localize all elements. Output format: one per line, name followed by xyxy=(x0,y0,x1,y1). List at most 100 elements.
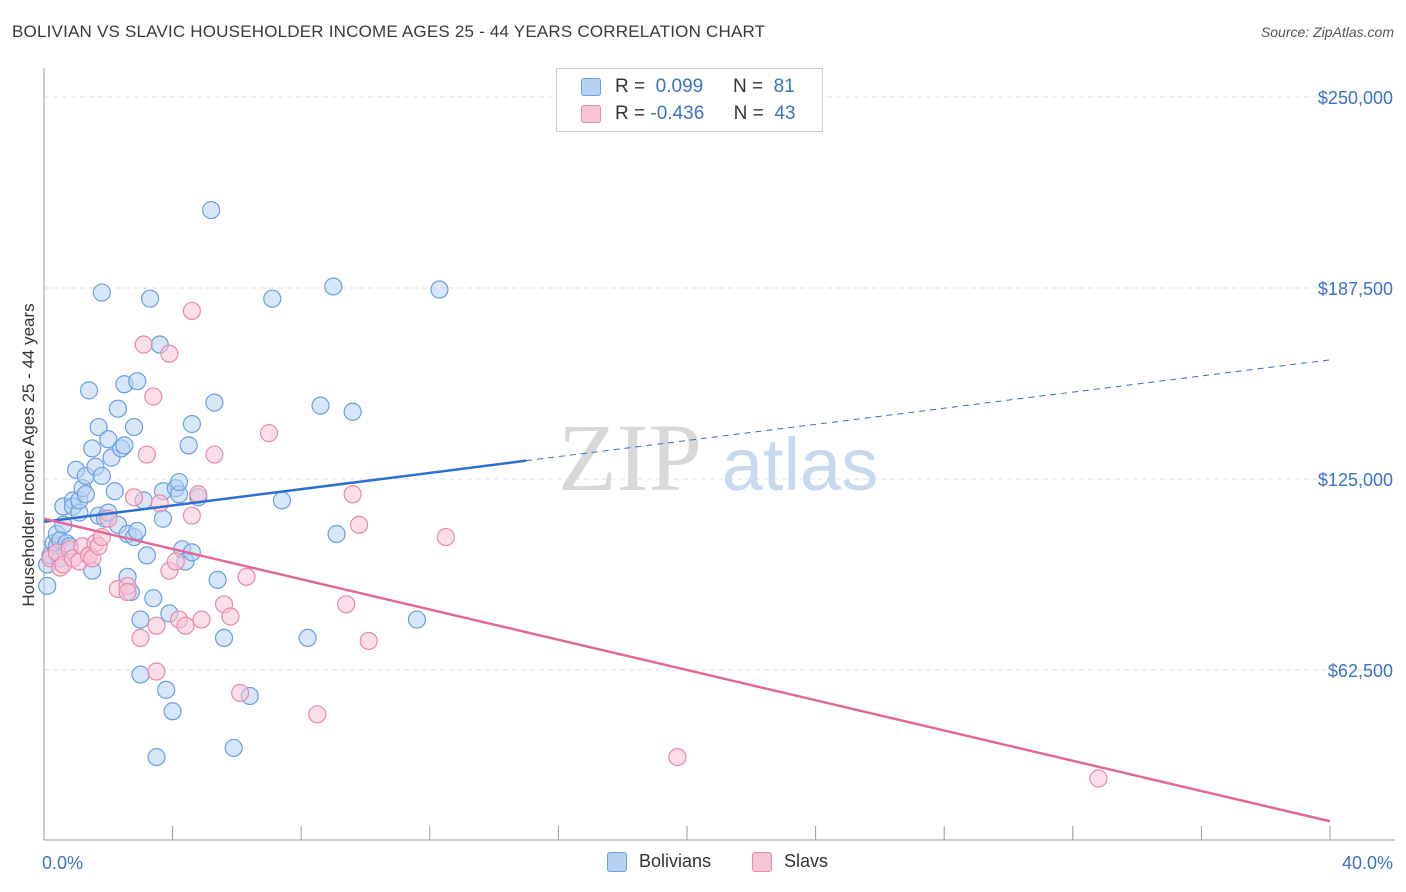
data-point xyxy=(231,683,250,703)
watermark-zip: ZIP xyxy=(558,404,702,511)
data-point xyxy=(272,491,292,510)
data-point xyxy=(147,747,166,767)
y-tick-label: $250,000 xyxy=(1318,88,1393,108)
watermark: ZIP atlas xyxy=(558,404,878,511)
data-point xyxy=(192,610,211,629)
data-point xyxy=(349,515,369,534)
data-point xyxy=(327,524,346,544)
data-point xyxy=(92,283,111,302)
legend-r-value: -0.436 xyxy=(650,103,705,124)
legend-row-bolivians: R = 0.099 N = 81 xyxy=(581,75,795,99)
legend-swatch-pink xyxy=(581,105,601,123)
data-point xyxy=(108,399,128,418)
data-point xyxy=(343,485,362,504)
legend-swatch-pink xyxy=(752,851,772,872)
data-point xyxy=(169,472,189,492)
data-point xyxy=(324,277,343,296)
data-point xyxy=(134,335,153,354)
data-point xyxy=(182,301,201,321)
x-tick-label: 0.0% xyxy=(42,853,83,873)
data-point xyxy=(337,595,356,614)
data-point xyxy=(298,628,317,648)
legend-item-bolivians: Bolivians xyxy=(607,851,711,872)
legend-r-value: 0.099 xyxy=(655,76,704,97)
data-point xyxy=(182,506,201,525)
data-point xyxy=(147,616,166,635)
data-point xyxy=(124,417,144,437)
legend-label-bolivians: Bolivians xyxy=(639,851,712,871)
data-point xyxy=(668,747,687,767)
data-point xyxy=(79,381,99,400)
series-legend: Bolivians Slavs xyxy=(0,851,1406,877)
data-point xyxy=(208,570,227,589)
data-point xyxy=(214,628,234,648)
data-point xyxy=(115,436,134,455)
data-point xyxy=(131,628,150,648)
correlation-legend: R = 0.099 N = 81 R = -0.436 N = 43 xyxy=(556,68,823,132)
data-point xyxy=(308,705,327,724)
data-point xyxy=(205,445,224,464)
data-point xyxy=(131,610,150,629)
data-point xyxy=(259,424,279,443)
data-point xyxy=(128,521,147,541)
data-point xyxy=(147,662,166,681)
data-point xyxy=(182,414,201,434)
watermark-atlas: atlas xyxy=(722,423,878,506)
data-point xyxy=(128,372,147,391)
data-point xyxy=(105,482,124,501)
data-point xyxy=(153,509,173,528)
y-tick-label: $125,000 xyxy=(1318,470,1393,490)
grid-lines xyxy=(44,96,1395,671)
data-point xyxy=(179,436,198,455)
data-point xyxy=(144,387,163,406)
legend-n-label: N = xyxy=(733,103,764,124)
data-point xyxy=(166,552,185,571)
bolivians-trend-line xyxy=(43,459,527,524)
legend-n-value: 43 xyxy=(774,103,796,124)
data-point xyxy=(137,546,156,565)
data-point xyxy=(237,567,256,586)
legend-n-label: N = xyxy=(732,76,764,97)
data-point xyxy=(118,582,137,602)
data-point xyxy=(359,631,378,651)
slavs-trend-line xyxy=(43,517,1331,823)
data-point xyxy=(157,680,176,699)
legend-swatch-blue xyxy=(581,78,601,96)
data-point xyxy=(430,280,449,299)
data-point xyxy=(343,402,362,421)
legend-r-label: R = xyxy=(615,76,646,97)
data-point xyxy=(221,607,240,626)
y-tick-label: $187,500 xyxy=(1318,279,1393,299)
data-point xyxy=(176,616,195,635)
data-point xyxy=(140,289,160,308)
data-point xyxy=(205,393,224,412)
legend-item-slavs: Slavs xyxy=(752,851,828,872)
data-point xyxy=(89,417,108,437)
data-point xyxy=(311,396,330,415)
y-axis-label: Householder Income Ages 25 - 44 years xyxy=(19,303,38,606)
slavs-points xyxy=(41,301,1108,788)
data-point xyxy=(1089,769,1108,788)
bolivians-points xyxy=(38,200,449,767)
data-point xyxy=(144,589,163,608)
data-point xyxy=(124,488,144,507)
axes xyxy=(43,68,1395,841)
data-point xyxy=(76,485,95,504)
data-point xyxy=(407,610,427,629)
data-point xyxy=(163,702,182,721)
x-tick-label: 40.0% xyxy=(1342,853,1393,873)
data-point xyxy=(150,494,169,513)
data-point xyxy=(160,344,179,363)
data-point xyxy=(92,466,111,486)
data-point xyxy=(263,289,282,308)
legend-label-slavs: Slavs xyxy=(784,851,829,871)
data-point xyxy=(436,527,455,547)
data-point xyxy=(137,445,156,464)
data-point xyxy=(99,430,118,449)
data-point xyxy=(38,576,57,596)
data-point xyxy=(83,439,102,458)
legend-r-label: R = xyxy=(615,103,646,124)
bolivians-trend-extension xyxy=(526,359,1331,462)
data-point xyxy=(202,200,221,220)
